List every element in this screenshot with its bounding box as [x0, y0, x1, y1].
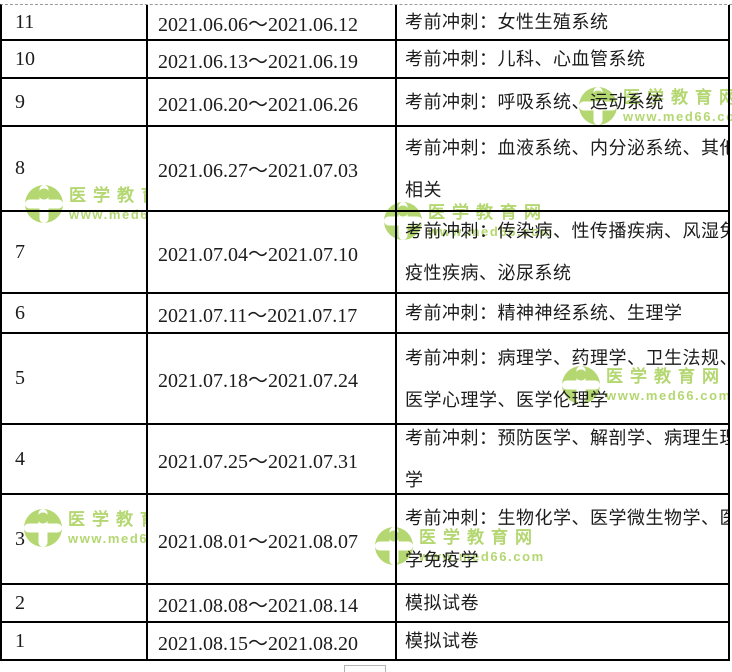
- date-range-cell: 2021.07.04～2021.07.10: [148, 212, 397, 294]
- date-range-cell: 2021.08.08～2021.08.14: [148, 585, 397, 623]
- topic-cell: 考前冲刺：传染病、性传播疾病、风湿免 疫性疾病、泌尿系统: [397, 212, 730, 294]
- week-number-cell: 4: [2, 425, 148, 495]
- date-range-cell: 2021.08.15～2021.08.20: [148, 623, 397, 661]
- topic-cell: 考前冲刺：儿科、心血管系统: [397, 41, 730, 79]
- topic-cell: 考前冲刺：病理学、药理学、卫生法规、 医学心理学、医学伦理学: [397, 334, 730, 425]
- week-number-cell: 10: [2, 41, 148, 79]
- page-resize-handle: [344, 665, 386, 672]
- date-range-cell: 2021.07.18～2021.07.24: [148, 334, 397, 425]
- week-number-cell: 7: [2, 212, 148, 294]
- study-schedule-table: 11 2021.06.06～2021.06.12 考前冲刺：女性生殖系统 10 …: [0, 4, 732, 661]
- date-range-cell: 2021.06.06～2021.06.12: [148, 5, 397, 41]
- topic-cell: 考前冲刺：血液系统、内分泌系统、其他 相关: [397, 127, 730, 212]
- date-range-cell: 2021.07.25～2021.07.31: [148, 425, 397, 495]
- topic-cell: 考前冲刺：精神神经系统、生理学: [397, 294, 730, 334]
- topic-cell: 模拟试卷: [397, 585, 730, 623]
- date-range-cell: 2021.06.13～2021.06.19: [148, 41, 397, 79]
- week-number-cell: 6: [2, 294, 148, 334]
- week-number-cell: 3: [2, 495, 148, 585]
- week-number-cell: 8: [2, 127, 148, 212]
- date-range-cell: 2021.08.01～2021.08.07: [148, 495, 397, 585]
- week-number-cell: 9: [2, 79, 148, 127]
- week-number-cell: 1: [2, 623, 148, 661]
- week-number-cell: 2: [2, 585, 148, 623]
- topic-cell: 考前冲刺：生物化学、医学微生物学、医 学免疫学: [397, 495, 730, 585]
- date-range-cell: 2021.06.20～2021.06.26: [148, 79, 397, 127]
- date-range-cell: 2021.07.11～2021.07.17: [148, 294, 397, 334]
- topic-cell: 模拟试卷: [397, 623, 730, 661]
- week-number-cell: 11: [2, 5, 148, 41]
- topic-cell: 考前冲刺：预防医学、解剖学、病理生理 学: [397, 425, 730, 495]
- week-number-cell: 5: [2, 334, 148, 425]
- topic-cell: 考前冲刺：女性生殖系统: [397, 5, 730, 41]
- date-range-cell: 2021.06.27～2021.07.03: [148, 127, 397, 212]
- topic-cell: 考前冲刺：呼吸系统、运动系统: [397, 79, 730, 127]
